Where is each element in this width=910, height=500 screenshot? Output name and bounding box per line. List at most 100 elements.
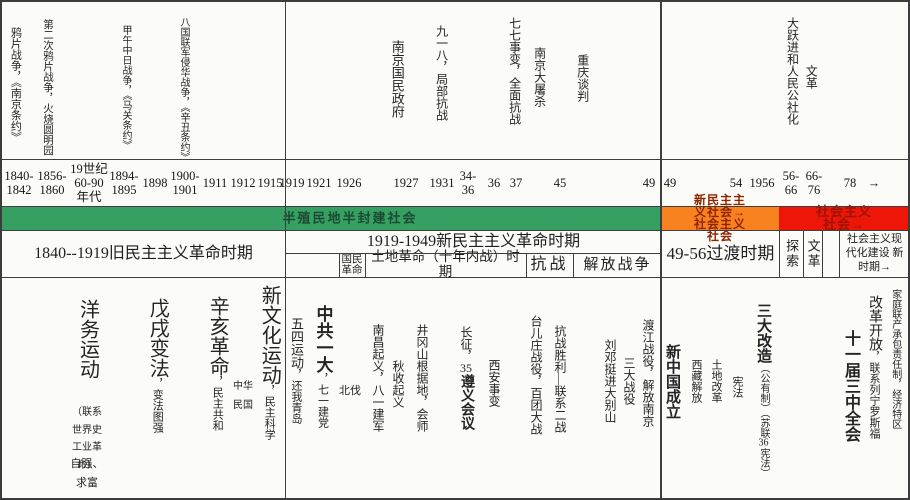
- timeline-event-top: 大跃进和人民公社化: [783, 17, 802, 125]
- timeline-event-bottom: 长征，35遵义会议: [457, 326, 475, 430]
- timeline-event-bottom: 南昌起义，八一建军: [369, 324, 387, 432]
- event-text: 遵义会议: [458, 374, 474, 430]
- event-text: 九一八，局部抗战: [434, 25, 449, 121]
- timeline-event-bottom: 西藏解放: [687, 359, 705, 403]
- event-text: 三大改造: [754, 303, 771, 363]
- event-text: 南昌起义，八一建军: [370, 324, 385, 432]
- band-semi-colonial-label: 半殖民地半封建社会: [282, 210, 418, 226]
- year-label: 1898: [142, 175, 168, 190]
- timeline-event-bottom: 井冈山根据地，会师: [413, 324, 431, 432]
- event-text: 35: [459, 362, 472, 374]
- event-text: 戊戌变法: [146, 298, 169, 378]
- period-guomin-revolution: 国民 革命: [341, 253, 363, 276]
- timeline-event-bottom: 宪法: [728, 376, 746, 398]
- timeline-event-top: 甲午中日战争，《马关条约》: [117, 25, 133, 150]
- timeline-event-bottom: 改革开放，联系列宁罗斯福: [865, 295, 883, 439]
- event-text: 重庆谈判: [575, 54, 590, 102]
- grid-line: [779, 230, 780, 277]
- year-label: 49: [642, 175, 656, 190]
- year-label: 45: [553, 175, 567, 190]
- event-text: 井冈山根据地，会师: [414, 324, 429, 432]
- year-label: 1894- 1895: [109, 168, 139, 197]
- year-label: 1912: [230, 175, 256, 190]
- event-text: （联系 世界史 工业革 命）: [72, 407, 102, 471]
- timeline-event-bottom: 家庭联产承包责任制，经济特区: [885, 289, 905, 429]
- event-text: 文革: [804, 65, 819, 89]
- period-liberation-war: 解放战争: [583, 256, 652, 273]
- year-label: 54: [729, 175, 743, 190]
- event-text: 抗战胜利—联系二战: [552, 325, 567, 433]
- period-anti-japanese-war: 抗战: [530, 256, 569, 274]
- timeline-event-bottom: 刘邓挺进大别山: [601, 339, 619, 423]
- timeline-event-top: 重庆谈判: [574, 54, 592, 102]
- event-text: ，七一建党: [316, 373, 329, 428]
- event-text: 渡江战役，解放南京: [640, 319, 655, 427]
- period-new-democratic-header: 1919-1949新民主主义革命时期: [366, 233, 581, 251]
- timeline-event-top: 八国联军侵华战争，《辛丑条约》: [175, 17, 191, 162]
- grid-line: [339, 253, 340, 277]
- grid-line: [2, 230, 908, 231]
- event-text: 台儿庄战役，百团大战: [528, 315, 543, 435]
- timeline-event-bottom: （联系 世界史 工业革 命）: [72, 402, 102, 472]
- year-label: 66- 76: [805, 168, 823, 197]
- grid-line: [2, 206, 908, 207]
- event-text: 十一届三中全会: [841, 330, 859, 442]
- event-text: 洋务运动: [76, 299, 99, 379]
- band-new-democratic: 新民主主义社会→ 社会主义社会: [662, 194, 779, 242]
- event-text: 家庭联产承包责任制，经济特区: [889, 289, 901, 429]
- timeline-event-bottom: 台儿庄战役，百团大战: [527, 315, 545, 435]
- event-text: 北伐: [339, 385, 361, 397]
- year-label: 49: [663, 175, 677, 190]
- event-text: 鸦片战争，《南京条约》: [9, 27, 22, 143]
- timeline-event-bottom: 三大战役: [620, 357, 638, 405]
- event-text: 辛亥革命: [206, 296, 229, 376]
- timeline-event-bottom: 北伐: [339, 381, 361, 400]
- event-text: ，民主科学: [263, 385, 276, 440]
- event-text: 36: [758, 438, 769, 448]
- year-label: →: [867, 175, 881, 190]
- year-label: 37: [509, 175, 523, 190]
- year-label: 1840- 1842: [4, 168, 34, 197]
- grid-line: [803, 230, 804, 277]
- band-new-democratic-label: 新民主主义社会→ 社会主义社会: [693, 193, 746, 243]
- year-label: 1956: [749, 175, 775, 190]
- timeline-event-top: 七七事变，全面抗战: [505, 17, 524, 125]
- event-text: 西安事变: [486, 359, 501, 407]
- timeline-event-top: 文革: [802, 65, 820, 89]
- event-text: 三大战役: [621, 357, 636, 405]
- grid-line: [2, 277, 908, 278]
- event-text: 土地改革: [709, 359, 722, 403]
- period-agrarian-revolution: 土地革命（十年内战）时期: [371, 249, 520, 279]
- timeline-event-top: 九一八，局部抗战: [432, 25, 451, 121]
- year-label: 1900- 1901: [170, 168, 200, 197]
- event-text: 五四运动: [288, 317, 304, 369]
- year-label: 19世纪 60-90 年代: [70, 161, 108, 204]
- event-text: ，变法图强: [151, 378, 164, 433]
- year-label: 34- 36: [459, 168, 477, 197]
- year-label: 1915: [257, 175, 283, 190]
- timeline-event-bottom: 秋收起义: [389, 360, 407, 408]
- band-semi-colonial: 半殖民地半封建社会: [2, 206, 662, 230]
- event-text: （苏联: [757, 413, 769, 438]
- event-text: 长征，: [458, 326, 473, 362]
- timeline-event-bottom: 洋务运动: [76, 299, 99, 379]
- year-label: 78: [843, 175, 857, 190]
- event-text: 中共一大: [313, 305, 333, 373]
- event-text: 秋收起义: [390, 360, 405, 408]
- timeline-event-bottom: 土地改革: [707, 359, 725, 403]
- event-text: 南京国民政府: [389, 40, 405, 118]
- grid-line: [526, 253, 527, 277]
- event-text: 南京大屠杀: [532, 47, 547, 107]
- event-text: 宪法）: [757, 448, 769, 478]
- grid-line: [660, 2, 662, 498]
- period-transition: 49-56过渡时期: [666, 243, 775, 263]
- timeline-event-top: 鸦片战争，《南京条约》: [7, 27, 24, 143]
- event-text: 宪法: [730, 376, 743, 398]
- timeline-event-bottom: 自强、 求富: [71, 454, 104, 492]
- band-socialist-label: 社会主义社会→: [815, 204, 872, 232]
- period-old-democratic: 1840--1919旧民主主义革命时期: [34, 245, 253, 263]
- event-text: ，联系列宁罗斯福: [867, 351, 880, 439]
- timeline-event-bottom: 辛亥革命，民主共和: [206, 296, 228, 431]
